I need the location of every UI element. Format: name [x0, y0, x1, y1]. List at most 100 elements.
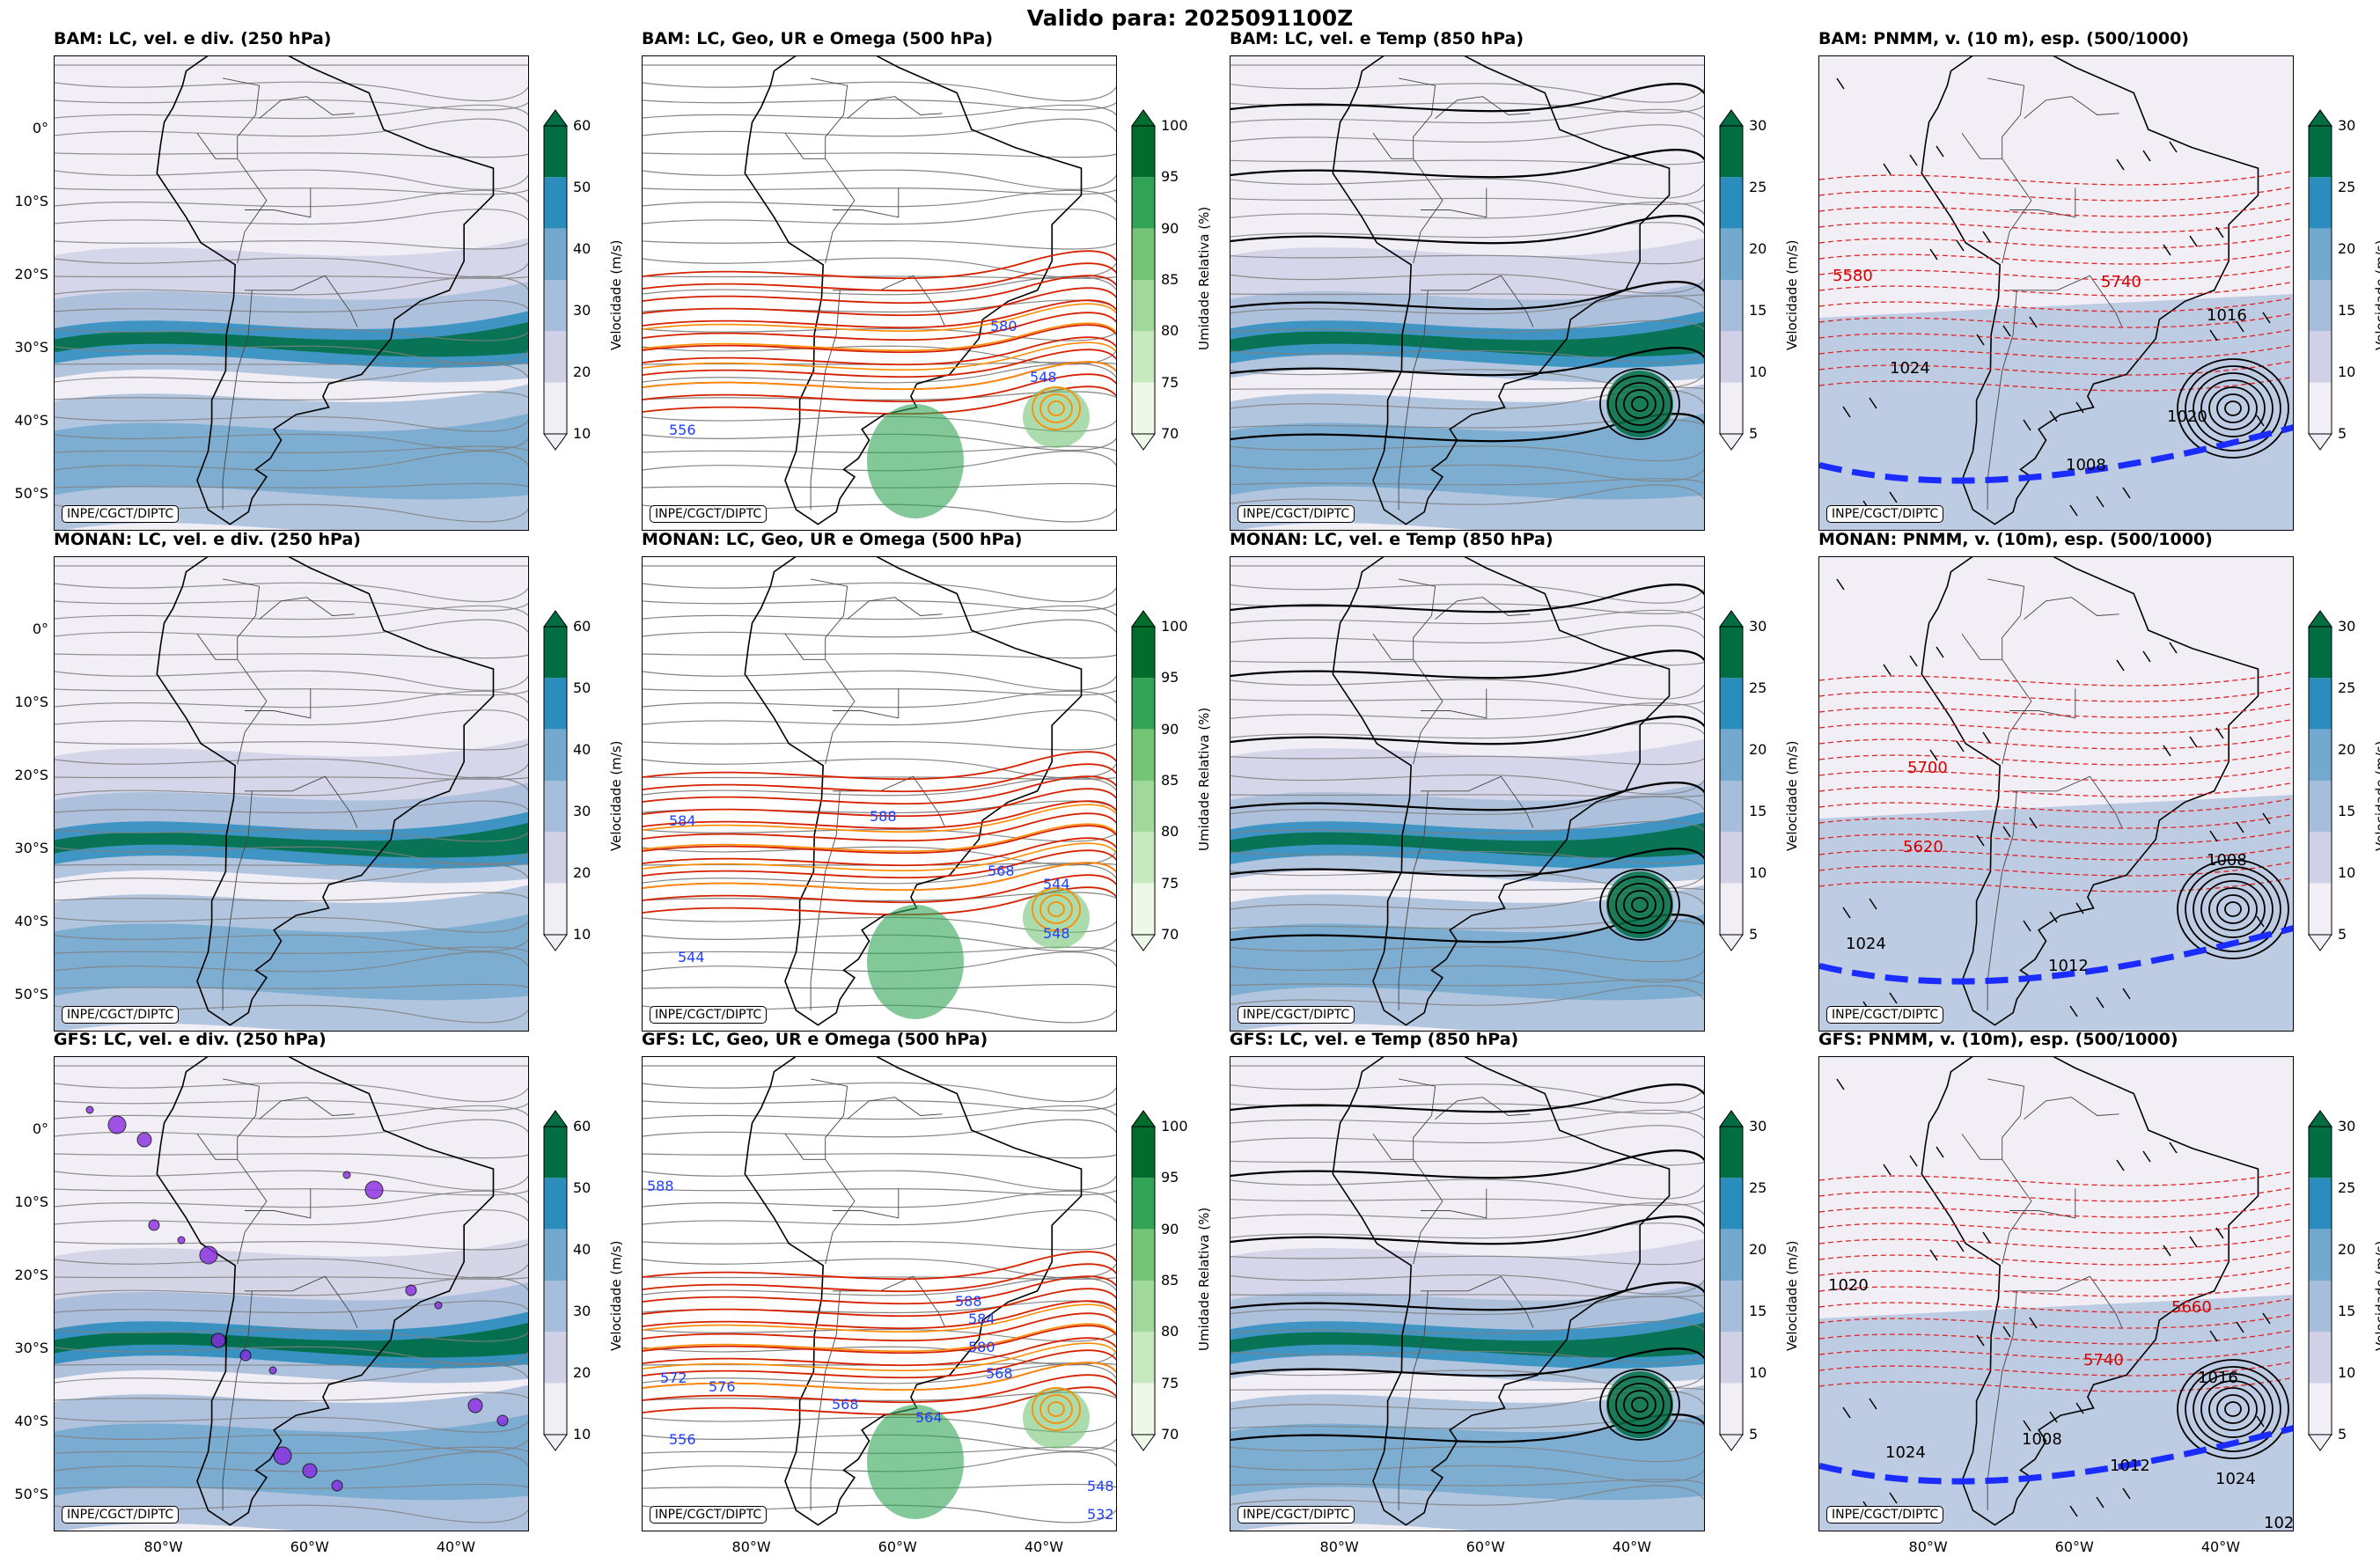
colorbar-extend-bottom [1719, 433, 1744, 451]
streamline [643, 709, 1116, 726]
colorbar-tick-label: 60 [573, 1118, 591, 1134]
divergence-contour [364, 1180, 384, 1200]
contour-line [643, 825, 1116, 855]
streamline [55, 983, 528, 989]
country-border [245, 275, 358, 327]
colorbar-tick-label: 20 [573, 864, 591, 881]
thickness-contour [1819, 233, 2293, 249]
colorbar-extend-top [543, 1110, 568, 1127]
contour-line [643, 804, 1116, 833]
streamline [1230, 850, 1704, 864]
contour-line [643, 341, 1116, 371]
country-border [259, 1097, 355, 1120]
country-border [245, 187, 312, 218]
colorbar-tick-label: 10 [573, 1426, 591, 1443]
streamline [1230, 965, 1704, 983]
cyclone-isobar [1032, 386, 1081, 430]
coastline [1332, 56, 1671, 525]
streamline [643, 209, 1116, 225]
streamline [55, 1434, 528, 1452]
streamline [1230, 723, 1704, 739]
colorbar-segment [2309, 1178, 2332, 1230]
thickness-contour [1819, 1281, 2293, 1297]
colorbar-outline [2308, 626, 2332, 936]
streamline [55, 99, 528, 111]
credit-label: INPE/CGCT/DIPTC [650, 1006, 768, 1024]
contour-line [643, 788, 1116, 818]
contour-label: 5740 [2083, 1351, 2124, 1369]
colorbar-segment [544, 126, 567, 178]
wind-barb [1842, 406, 1851, 418]
colorbar-tick-label: 30 [1749, 1118, 1767, 1134]
streamline [643, 1082, 1116, 1103]
colorbar [2308, 108, 2332, 455]
cyclone-isobar [2177, 859, 2289, 959]
contour-label: 568 [986, 1365, 1013, 1382]
credit-label: INPE/CGCT/DIPTC [1826, 1006, 1944, 1024]
colorbar-segment [544, 228, 567, 280]
thickness-5400-line [1819, 424, 2293, 484]
country-border [223, 578, 261, 660]
cyclone-isobar [1599, 368, 1680, 440]
streamline [1230, 1103, 1704, 1114]
colorbar-segment [1720, 781, 1743, 833]
thickness-contour [1819, 360, 2293, 376]
cyclone-isobar [1599, 1369, 1680, 1441]
streamline [1230, 1202, 1704, 1220]
latitude-label: 0° [32, 1120, 48, 1138]
colorbar-segment [1132, 832, 1155, 884]
colorbar-tick-label: 5 [1749, 1426, 1759, 1443]
streamline [55, 1451, 528, 1472]
credit-label: INPE/CGCT/DIPTC [1238, 1506, 1355, 1524]
latitude-label: 40°S [14, 412, 48, 430]
colorbar-tick-label: 80 [1161, 1323, 1179, 1340]
streamline [55, 1483, 528, 1489]
panel-title: GFS: LC, Geo, UR e Omega (500 hPa) [642, 1030, 988, 1049]
colorbar-tick-label: 70 [1161, 425, 1179, 442]
coastline [156, 56, 495, 525]
wind-barb [2096, 1496, 2105, 1509]
colorbar-segment [2309, 627, 2332, 679]
contour-label: 588 [647, 1178, 674, 1194]
colorbar-tick-label: 20 [1749, 1241, 1767, 1258]
streamline [55, 1446, 528, 1454]
colorbar-tick-label: 10 [2338, 864, 2356, 881]
contour-line [1230, 848, 1704, 877]
streamline [1230, 319, 1704, 334]
panel-title: BAM: LC, vel. e Temp (850 hPa) [1230, 29, 1524, 48]
credit-label: INPE/CGCT/DIPTC [62, 1006, 180, 1024]
contour-line [643, 299, 1116, 329]
cyclone-isobar [2208, 386, 2258, 430]
thickness-contour [1819, 297, 2293, 312]
streamline [55, 1416, 528, 1433]
streamline [55, 619, 528, 638]
contour-label: 1008 [2207, 851, 2247, 870]
streamline [55, 482, 528, 488]
thickness-contour [1819, 312, 2293, 328]
streamline [643, 118, 1116, 137]
humidity-shading [1023, 1387, 1090, 1449]
colorbar-segment [1132, 1281, 1155, 1333]
divergence-contour [405, 1284, 417, 1296]
latitude-label: 0° [32, 120, 48, 137]
map-panel: INPE/CGCT/DIPTC [54, 55, 529, 531]
contour-label: 584 [968, 1311, 995, 1327]
streamline [643, 99, 1116, 111]
latitude-label: 50°S [14, 1486, 48, 1503]
streamline [1230, 609, 1704, 625]
streamline [643, 327, 1116, 341]
cyclone-isobar [2200, 880, 2266, 938]
country-border [1372, 633, 1443, 765]
wind-barb [2116, 1159, 2125, 1171]
colorbar-label: Umidade Relativa (%) [1196, 206, 1212, 350]
streamline [643, 916, 1116, 933]
colorbar-extend-bottom [1131, 1434, 1156, 1451]
contour-label: 1016 [2198, 1369, 2238, 1387]
streamline [1230, 887, 1704, 892]
streamline [1230, 794, 1704, 797]
streamline [55, 363, 528, 384]
streamline [55, 741, 528, 751]
streamline [55, 187, 528, 195]
thickness-contour [1819, 328, 2293, 344]
wind-barb [2262, 312, 2271, 324]
